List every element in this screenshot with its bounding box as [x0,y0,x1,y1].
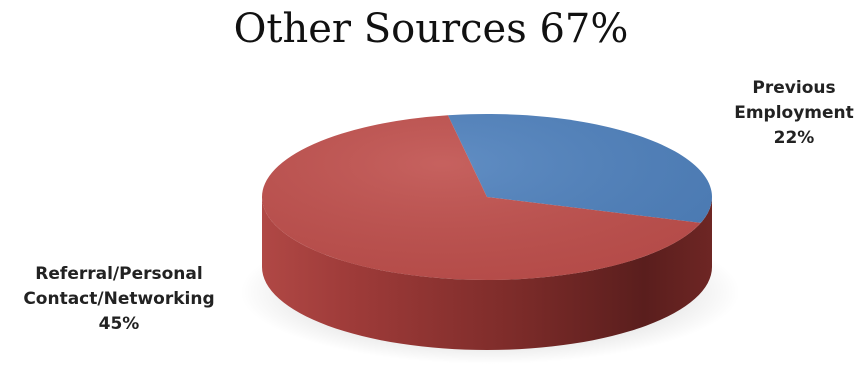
slice-label-line: Referral/Personal [35,264,203,284]
slice-label-line: 45% [98,314,140,334]
slice-label-line: Employment [734,103,854,123]
slice-label-line: Previous [752,78,836,98]
pie-side-wall [262,197,712,350]
slice-label-line: Contact/Networking [23,289,215,309]
slice-label-referral-networking: Referral/Personal Contact/Networking 45% [0,262,244,337]
chart-title: Other Sources 67% [233,6,629,52]
slice-label-previous-employment: Previous Employment 22% [724,76,862,151]
pie-top-shading [262,114,712,280]
slice-label-line: 22% [773,128,815,148]
